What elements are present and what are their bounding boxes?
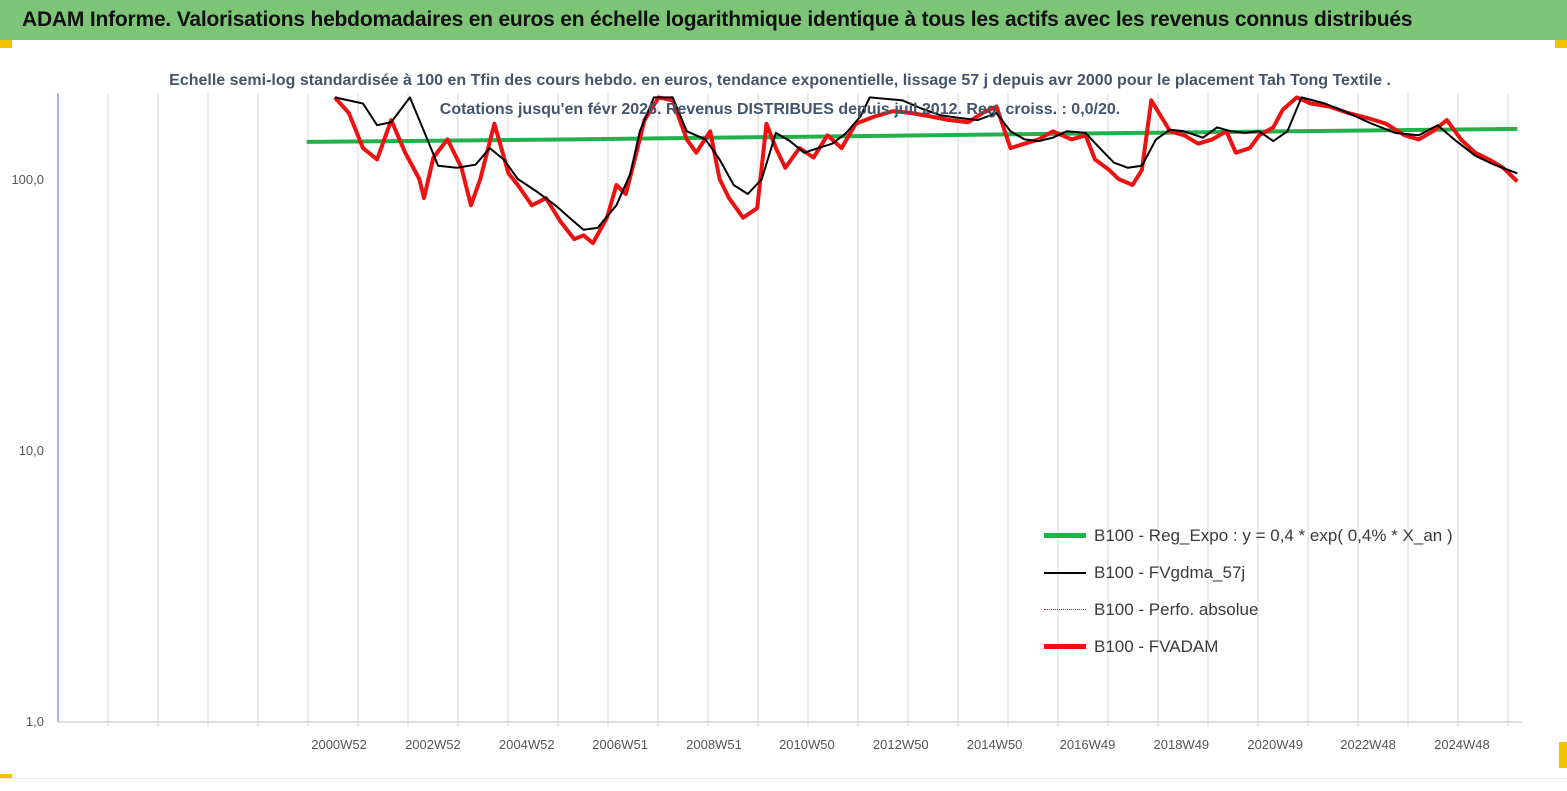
series-lines [306,95,1519,246]
corner-marker-top-right [1555,40,1567,48]
x-tick-label: 2016W49 [1060,737,1116,752]
x-tick-label: 2000W52 [311,737,367,752]
report-title: ADAM Informe. Valorisations hebdomadaire… [22,8,1413,31]
x-tick-label: 2014W50 [967,737,1023,752]
vertical-gridlines [107,93,1509,726]
legend-swatch-green [1044,533,1086,538]
x-tick-label: 2018W49 [1154,737,1210,752]
legend-label-reg-expo: B100 - Reg_Expo : y = 0,4 * exp( 0,4% * … [1094,525,1453,545]
corner-marker-bottom-right [1559,742,1567,768]
legend-swatch-black [1044,571,1086,574]
legend-label-fvgdma: B100 - FVgdma_57j [1094,562,1246,582]
bottom-border [0,778,1567,791]
corner-marker-top-left [0,40,12,48]
legend-item-perfo-absolue: B100 - Perfo. absolue [1044,591,1453,628]
legend-label-perfo-absolue: B100 - Perfo. absolue [1094,599,1259,619]
series-line-1 [334,96,1518,231]
y-tick-label: 10,0 [19,443,44,458]
x-tick-label: 2020W49 [1247,737,1303,752]
legend-swatch-red [1044,644,1086,649]
report-header: ADAM Informe. Valorisations hebdomadaire… [0,0,1567,40]
x-tick-label: 2006W51 [592,737,648,752]
legend-label-fvadam: B100 - FVADAM [1094,636,1219,656]
legend-item-fvadam: B100 - FVADAM [1044,628,1453,665]
legend-item-reg-expo: B100 - Reg_Expo : y = 0,4 * exp( 0,4% * … [1044,517,1453,554]
x-tick-label: 2022W48 [1340,737,1396,752]
x-tick-label: 2024W48 [1434,737,1490,752]
x-tick-label: 2012W50 [873,737,929,752]
y-tick-label: 1,0 [26,714,44,729]
x-tick-label: 2008W51 [686,737,742,752]
y-tick-label: 100,0 [11,172,44,187]
legend-swatch-red-dotted [1044,609,1086,610]
y-tick-labels: 100,0 10,0 1,0 [11,172,44,729]
x-tick-label: 2004W52 [499,737,555,752]
x-tick-label: 2002W52 [405,737,461,752]
chart-legend: B100 - Reg_Expo : y = 0,4 * exp( 0,4% * … [1044,517,1453,665]
series-line-3 [333,95,1519,246]
x-tick-label: 2010W50 [779,737,835,752]
chart-subtitle: Echelle semi-log standardisée à 100 en T… [169,72,1391,118]
x-tick-labels: 2000W52 2002W52 2004W52 2006W51 2008W51 2010W… [311,737,1490,752]
legend-item-fvgdma: B100 - FVgdma_57j [1044,554,1453,591]
